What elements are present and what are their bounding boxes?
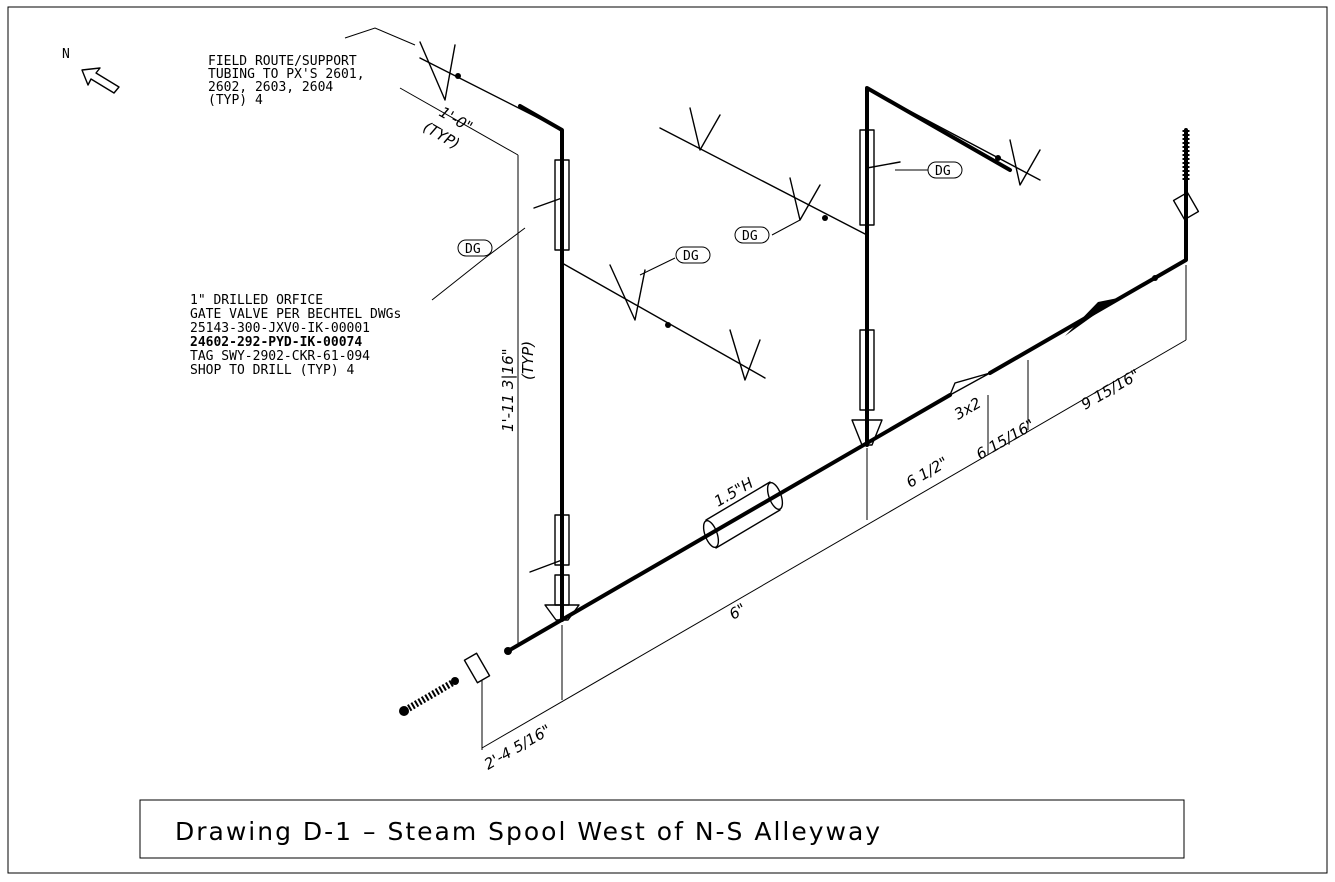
note-field-route: FIELD ROUTE/SUPPORT TUBING TO PX'S 2601,… [208, 54, 365, 108]
dim-run-2: 6 1/2" [903, 453, 951, 491]
dim-run-4: 9 15/16" [1078, 366, 1143, 414]
dim-run-1: 6" [726, 600, 749, 624]
north-label: N [62, 47, 70, 62]
svg-text:DG: DG [465, 242, 481, 257]
north-arrow [81, 67, 120, 94]
svg-text:TUBING TO PX'S 2601,: TUBING TO PX'S 2601, [208, 67, 365, 82]
drawing-border [7, 6, 1328, 874]
dim-heater: 1.5"H [711, 474, 756, 511]
dg-tag-2: DG [675, 246, 711, 264]
dim-reducer: 3x2 [951, 394, 984, 424]
drawing-title: Drawing D-1 – Steam Spool West of N-S Al… [175, 817, 882, 846]
dimension-lines [399, 87, 1187, 750]
dim-riser-height: 1'-11 3|16" [499, 348, 517, 432]
dg-tag-1: DG [457, 239, 493, 257]
svg-text:DG: DG [935, 164, 951, 179]
svg-text:GATE VALVE PER BECHTEL DWGs: GATE VALVE PER BECHTEL DWGs [190, 307, 401, 322]
svg-text:TAG SWY-2902-CKR-61-094: TAG SWY-2902-CKR-61-094 [190, 349, 370, 364]
svg-text:DG: DG [683, 249, 699, 264]
svg-text:DG: DG [742, 229, 758, 244]
main-pipe [399, 128, 1200, 716]
svg-text:24602-292-PYD-IK-00074: 24602-292-PYD-IK-00074 [190, 335, 362, 350]
dim-riser-typ: (TYP) [519, 341, 537, 380]
dim-run-3: 6 15/16" [973, 416, 1038, 464]
dg-tag-4: DG [927, 161, 963, 179]
svg-text:FIELD ROUTE/SUPPORT: FIELD ROUTE/SUPPORT [208, 54, 357, 69]
note-orifice: 1" DRILLED ORFICE GATE VALVE PER BECHTEL… [190, 293, 401, 378]
leader-lines [344, 27, 928, 301]
svg-text:(TYP) 4: (TYP) 4 [208, 93, 263, 108]
svg-text:1" DRILLED ORFICE: 1" DRILLED ORFICE [190, 293, 323, 308]
riser-east [851, 86, 1012, 447]
svg-text:25143-300-JXV0-IK-00001: 25143-300-JXV0-IK-00001 [190, 321, 370, 336]
dg-tag-3: DG [734, 226, 770, 244]
instrument-branches [419, 41, 1041, 381]
heater-sleeve [702, 481, 784, 549]
dim-base: 2'-4 5/16" [481, 721, 554, 774]
title-box [139, 799, 1185, 859]
svg-text:SHOP TO DRILL (TYP) 4: SHOP TO DRILL (TYP) 4 [190, 363, 355, 378]
svg-text:2602, 2603, 2604: 2602, 2603, 2604 [208, 80, 333, 95]
